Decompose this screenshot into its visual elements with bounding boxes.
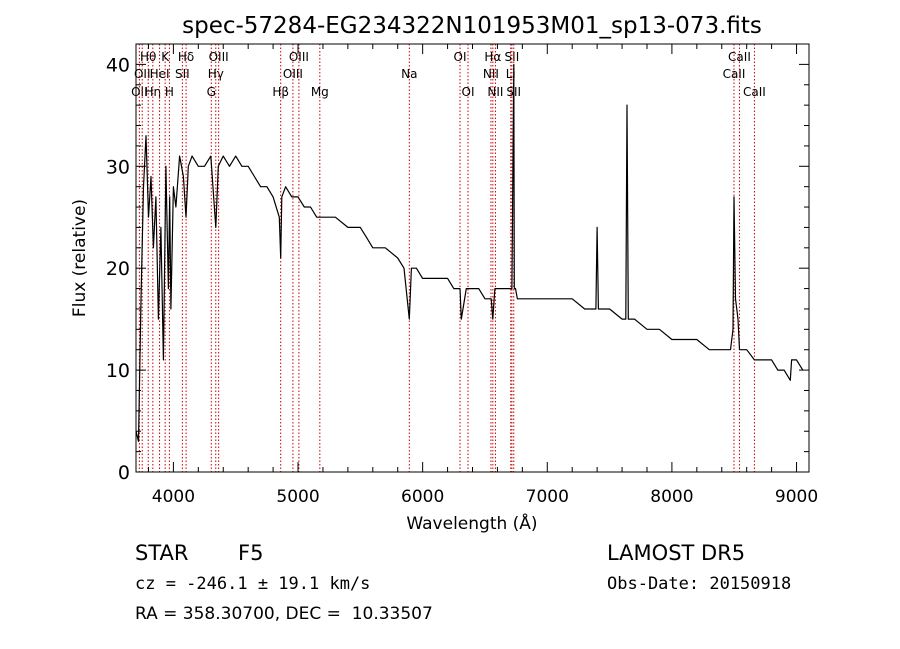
spectral-line-label: Li [506,67,516,81]
spectral-line-label: OI [454,50,467,64]
object-subclass: F5 [238,541,264,565]
spectral-line-label: Hθ [140,50,156,64]
spectral-line-label: OIII [289,50,309,64]
spectral-line-label: OII [131,85,148,99]
spectral-line-label: Hδ [178,50,194,64]
spectral-line-label: K [161,50,170,64]
spectral-line-label: G [207,85,216,99]
redshift-cz: cz = -246.1 ± 19.1 km/s [135,574,371,594]
y-tick-label: 40 [106,54,130,76]
y-tick-label: 10 [106,360,130,382]
object-class: STAR [135,541,189,565]
survey-label: LAMOST DR5 [607,541,746,565]
spectral-line-label: Hη [145,85,162,99]
y-tick-label: 20 [106,258,130,280]
spectral-line-label: OIII [283,67,303,81]
x-axis-label: Wavelength (Å) [406,512,537,534]
spectral-line-label: Hβ [272,85,289,99]
spectral-line-label: Na [401,67,417,81]
y-tick-label: 0 [118,462,130,484]
coordinates: RA = 358.30700, DEC = 10.33507 [135,604,433,624]
x-tick-label: 5000 [276,487,319,507]
x-tick-label: 7000 [526,487,569,507]
spectral-line-label: Hα [484,50,501,64]
x-tick-label: 8000 [650,487,693,507]
axis-ticks: 4000 5000 6000 7000 8000 9000 0 10 20 30 40 [106,44,818,507]
spectral-line-label: CaII [728,50,751,64]
spectral-line-label: NII [483,67,499,81]
y-axis-label: Flux (relative) [70,199,90,317]
spectral-line-label: Hγ [208,67,224,81]
plot-frame [135,43,810,473]
x-tick-label: 4000 [152,487,195,507]
spectral-line-markers: OIIOIIHθHηHeIKHSIIHδGHγOIIIHβOIIIOIIIMgN… [131,44,766,472]
chart-title: spec-57284-EG234322N101953M01_sp13-073.f… [182,13,762,39]
y-tick-label: 30 [106,156,130,178]
observation-date: Obs-Date: 20150918 [607,574,792,594]
x-tick-label: 9000 [775,487,818,507]
spectral-line-label: OIII [209,50,229,64]
spectrum-line [135,63,804,442]
x-tick-label: 6000 [401,487,444,507]
spectral-line-label: CaII [723,67,746,81]
spectral-line-label: SII [505,50,520,64]
spectral-line-label: H [165,85,174,99]
spectral-line-label: NII [487,85,503,99]
spectral-line-label: Mg [311,85,329,99]
spectral-line-label: SII [175,67,190,81]
spectral-line-label: OI [462,85,475,99]
spectral-line-label: HeI [150,67,170,81]
spectral-line-label: OII [134,67,151,81]
spectral-line-label: CaII [743,85,766,99]
